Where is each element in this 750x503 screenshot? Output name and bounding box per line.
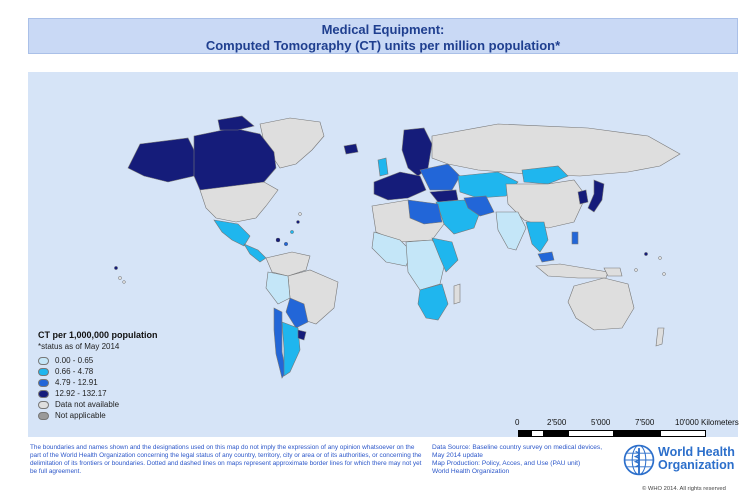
organization-name: World Health Organization bbox=[658, 446, 750, 472]
scale-segment bbox=[614, 430, 660, 437]
data-source: Data Source: Baseline country survey on … bbox=[432, 444, 617, 476]
region-pacific-6 bbox=[634, 268, 638, 272]
region-iran bbox=[463, 195, 495, 217]
source-line: World Health Organization bbox=[432, 468, 510, 475]
source-line: May 2014 update bbox=[432, 452, 483, 459]
region-central-africa bbox=[405, 239, 447, 291]
organization-line: World Health bbox=[658, 445, 735, 459]
organization-line: Organization bbox=[658, 458, 735, 472]
legend-swatch bbox=[38, 367, 49, 376]
region-papua-new-guinea bbox=[603, 267, 623, 277]
legend-label: 4.79 - 12.91 bbox=[55, 378, 98, 387]
region-argentina bbox=[281, 321, 301, 377]
region-russia bbox=[431, 123, 681, 177]
legend-swatch bbox=[38, 378, 49, 387]
scale-labels: 0 2'500 5'000 7'500 10'000 Kilometers bbox=[515, 418, 745, 428]
copyright: © WHO 2014. All rights reserved bbox=[642, 486, 726, 492]
region-japan bbox=[587, 179, 605, 213]
legend-swatch bbox=[38, 389, 49, 398]
scale-label: 10'000 Kilometers bbox=[675, 418, 739, 427]
region-usa bbox=[199, 181, 279, 223]
scale-label: 2'500 bbox=[547, 418, 567, 427]
region-india bbox=[495, 211, 527, 251]
scale-segments bbox=[518, 430, 706, 437]
region-west-africa bbox=[371, 231, 413, 267]
region-pacific-5 bbox=[658, 256, 662, 260]
scale-segment bbox=[660, 430, 706, 437]
title-line-2: Computed Tomography (CT) units per milli… bbox=[205, 38, 561, 53]
source-line: Map Production: Policy, Acces, and Use (… bbox=[432, 460, 581, 467]
legend-item: Data not available bbox=[38, 399, 238, 410]
scale-label: 7'500 bbox=[635, 418, 655, 427]
region-peru bbox=[265, 271, 291, 305]
region-central-america bbox=[243, 243, 267, 263]
region-caribbean-3 bbox=[290, 230, 294, 234]
scale-bar: 0 2'500 5'000 7'500 10'000 Kilometers bbox=[515, 418, 745, 448]
region-iceland bbox=[343, 143, 359, 155]
map-disclaimer: The boundaries and names shown and the d… bbox=[30, 444, 422, 475]
scale-label: 5'000 bbox=[591, 418, 611, 427]
legend-label: 0.66 - 4.78 bbox=[55, 367, 94, 376]
region-philippines bbox=[571, 231, 579, 245]
scale-label: 0 bbox=[515, 418, 520, 427]
region-korea bbox=[577, 189, 589, 205]
region-malaysia bbox=[537, 251, 555, 263]
region-central-asia bbox=[457, 171, 519, 199]
world-map-svg bbox=[114, 115, 681, 379]
region-mexico bbox=[213, 219, 251, 247]
region-mongolia bbox=[521, 165, 569, 185]
region-se-asia bbox=[525, 221, 549, 253]
legend-item: 4.79 - 12.91 bbox=[38, 377, 238, 388]
region-pacific-7 bbox=[662, 272, 666, 276]
region-indonesia bbox=[535, 263, 609, 279]
scale-segment bbox=[518, 430, 531, 437]
title-line-1: Medical Equipment: bbox=[321, 22, 445, 37]
region-western-europe bbox=[373, 171, 427, 201]
region-caribbean-4 bbox=[296, 220, 300, 224]
region-china bbox=[505, 179, 587, 229]
legend-item: 0.00 - 0.65 bbox=[38, 355, 238, 366]
region-turkey bbox=[429, 189, 459, 203]
region-australia bbox=[567, 277, 635, 331]
world-map bbox=[28, 72, 738, 437]
region-pacific-3 bbox=[122, 280, 126, 284]
who-emblem-icon bbox=[623, 444, 655, 476]
legend-label: 12.92 - 132.17 bbox=[55, 389, 107, 398]
region-canada-islands bbox=[217, 115, 255, 131]
scale-segment bbox=[544, 430, 568, 437]
legend-label: 0.00 - 0.65 bbox=[55, 356, 94, 365]
region-uk bbox=[377, 157, 389, 177]
region-southern-africa bbox=[417, 283, 449, 321]
region-caribbean-1 bbox=[275, 237, 281, 243]
legend-label: Not applicable bbox=[55, 411, 106, 420]
legend-item: 12.92 - 132.17 bbox=[38, 388, 238, 399]
legend-title: CT per 1,000,000 population bbox=[38, 330, 158, 340]
legend-swatch bbox=[38, 400, 49, 409]
region-pacific-1 bbox=[114, 266, 118, 270]
map-title: Medical Equipment: Computed Tomography (… bbox=[28, 18, 738, 54]
region-pacific-4 bbox=[644, 252, 648, 256]
region-new-zealand bbox=[655, 327, 665, 347]
region-madagascar bbox=[453, 283, 461, 305]
map-legend: CT per 1,000,000 population *status as o… bbox=[38, 330, 238, 421]
legend-swatch bbox=[38, 411, 49, 420]
region-bolivia-paraguay bbox=[285, 297, 309, 329]
region-caribbean-5 bbox=[298, 212, 302, 216]
source-line: Data Source: Baseline country survey on … bbox=[432, 444, 603, 451]
region-east-africa bbox=[431, 237, 459, 273]
region-uruguay bbox=[297, 329, 307, 341]
region-colombia-venezuela bbox=[265, 251, 311, 277]
scale-segment bbox=[568, 430, 614, 437]
legend-note: *status as of May 2014 bbox=[38, 342, 120, 351]
region-caribbean-2 bbox=[284, 241, 289, 246]
region-egypt-libya bbox=[407, 199, 443, 225]
region-eastern-europe bbox=[419, 163, 461, 191]
region-alaska bbox=[127, 137, 197, 183]
scale-segment bbox=[531, 430, 544, 437]
legend-label: Data not available bbox=[55, 400, 120, 409]
legend-swatch bbox=[38, 356, 49, 365]
region-pacific-2 bbox=[118, 276, 122, 280]
legend-item: 0.66 - 4.78 bbox=[38, 366, 238, 377]
legend-item: Not applicable bbox=[38, 410, 238, 421]
